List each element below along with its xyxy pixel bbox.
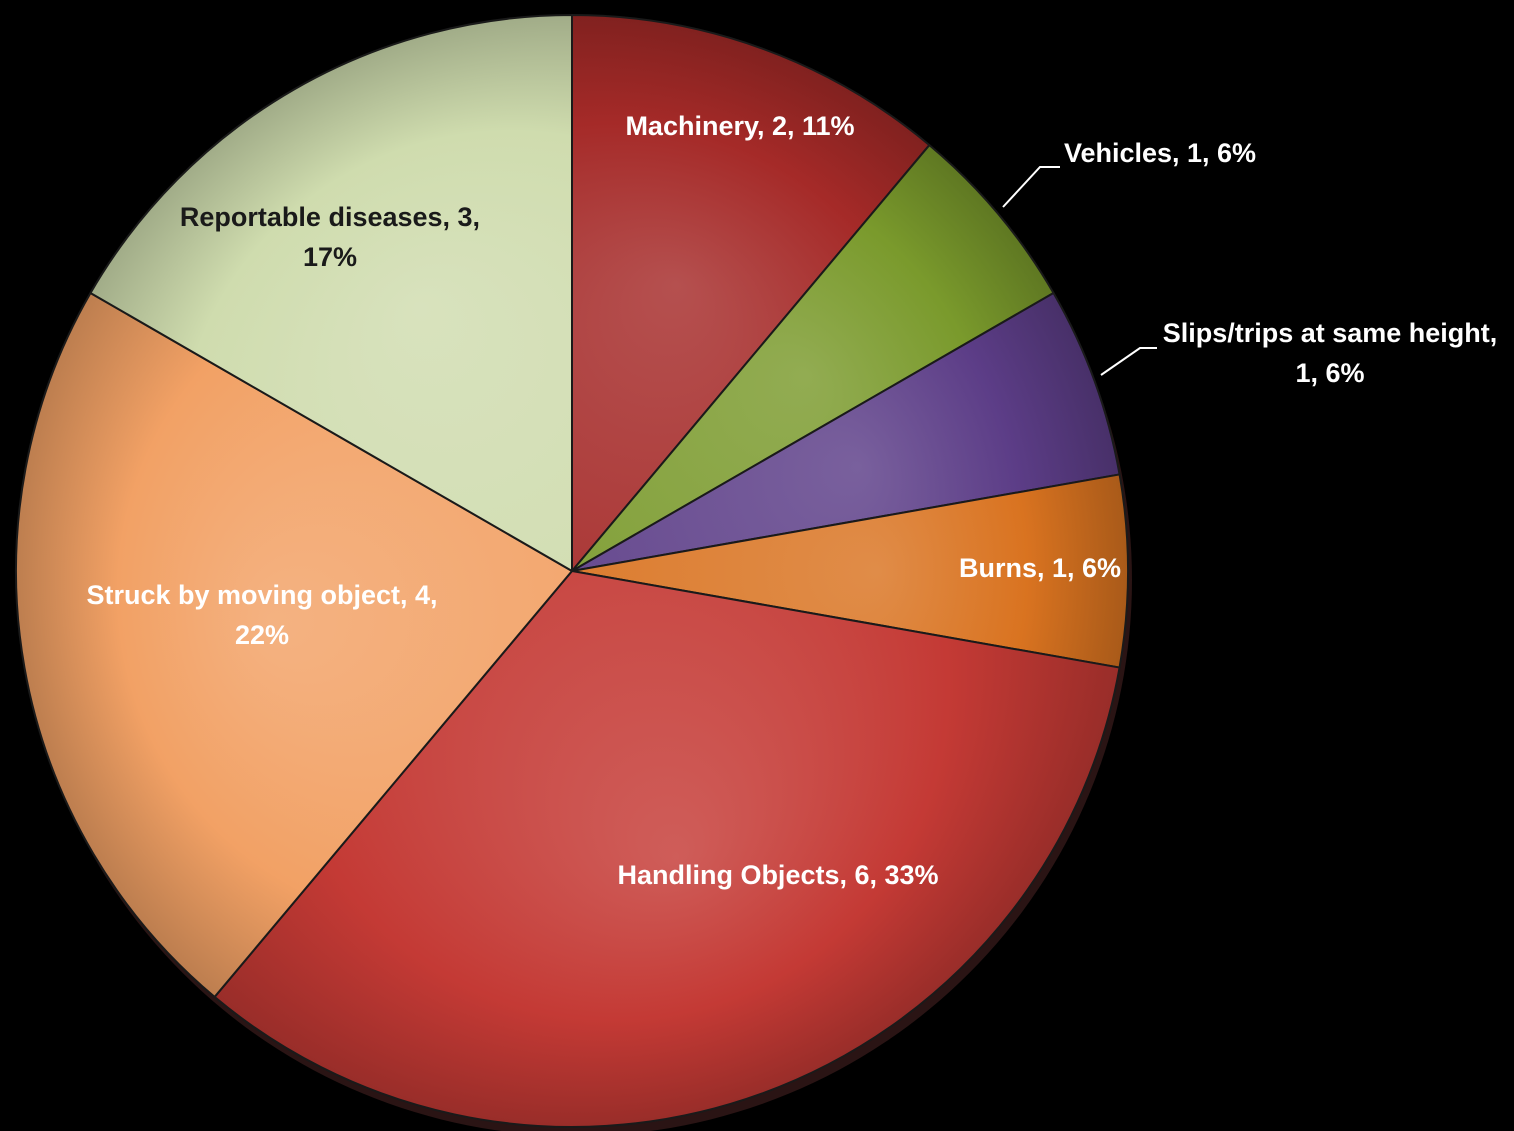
data-label-vehicles: Vehicles, 1, 6% bbox=[1064, 138, 1256, 168]
pie-slice-slips-trips-at-same-height bbox=[571, 292, 1121, 572]
data-label-machinery: Machinery, 2, 11% bbox=[625, 111, 854, 141]
data-label-handling-objects: Handling Objects, 6, 33% bbox=[617, 860, 938, 890]
slice-labels: Machinery, 2, 11% Vehicles, 1, 6% Slips/tr… bbox=[86, 111, 1497, 890]
pie-slice-handling-objects bbox=[213, 570, 1121, 1128]
pie-slice-burns bbox=[571, 473, 1129, 669]
pie-slice-reportable-diseases bbox=[89, 14, 573, 572]
data-label-slips-trips-at-same-height: Slips/trips at same height, 1, 6% bbox=[1163, 318, 1498, 388]
leader-lines bbox=[1002, 166, 1157, 376]
pie-slice-vehicles bbox=[571, 144, 1055, 572]
data-label-struck-by-moving-object: Struck by moving object, 4, 22% bbox=[86, 580, 437, 650]
pie-slice-struck-by-moving-object bbox=[15, 292, 573, 998]
data-label-reportable-diseases: Reportable diseases, 3, 17% bbox=[180, 202, 480, 272]
data-label-burns: Burns, 1, 6% bbox=[959, 553, 1121, 583]
pie-slices bbox=[15, 14, 1132, 1131]
leader-line-vehicles bbox=[1002, 166, 1060, 208]
pie-slice-machinery bbox=[571, 14, 931, 572]
leader-line-slips-trips-at-same-height bbox=[1100, 347, 1157, 376]
